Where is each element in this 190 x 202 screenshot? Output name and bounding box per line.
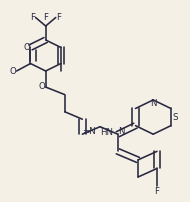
Text: N: N bbox=[150, 99, 156, 108]
Text: N: N bbox=[119, 127, 125, 136]
Text: F: F bbox=[56, 13, 61, 22]
Text: F: F bbox=[154, 187, 159, 196]
Text: S: S bbox=[172, 113, 178, 122]
Text: =N: =N bbox=[82, 127, 96, 136]
Text: F: F bbox=[43, 13, 48, 22]
Text: O: O bbox=[23, 43, 30, 52]
Text: O: O bbox=[39, 81, 46, 90]
Text: HN: HN bbox=[100, 128, 113, 137]
Text: O: O bbox=[9, 66, 16, 76]
Text: F: F bbox=[30, 13, 35, 22]
